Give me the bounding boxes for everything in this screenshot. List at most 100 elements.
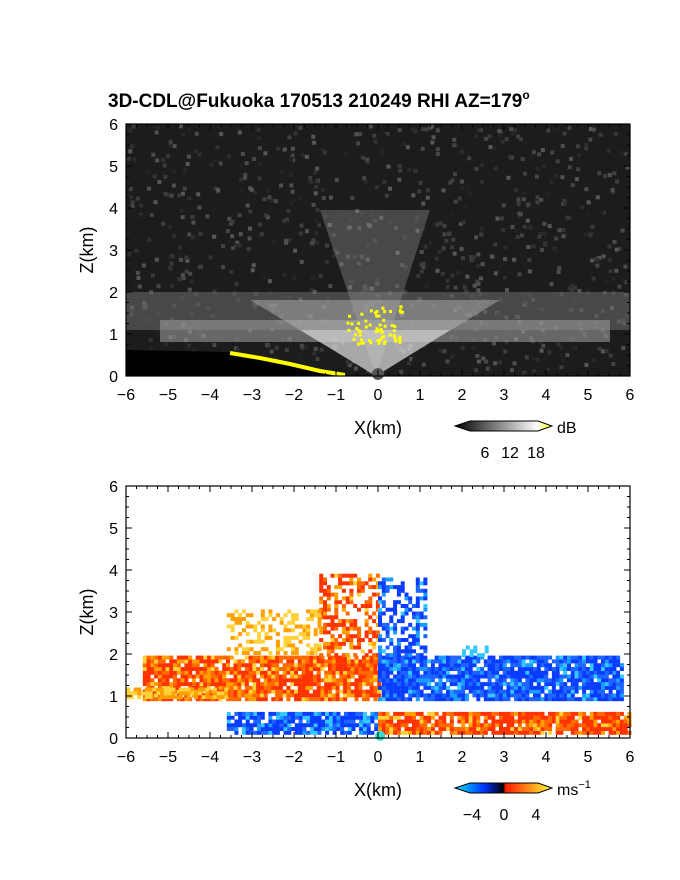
noise-pixel bbox=[467, 156, 472, 161]
velocity-cell-negative bbox=[446, 685, 450, 690]
noise-pixel bbox=[522, 370, 527, 375]
bright-return-pixel bbox=[392, 329, 396, 333]
velocity-cell-negative bbox=[574, 659, 579, 664]
velocity-cell-negative bbox=[419, 655, 424, 660]
velocity-cell-positive bbox=[210, 674, 215, 679]
velocity-cell-negative bbox=[230, 727, 235, 731]
velocity-cell-negative bbox=[608, 663, 613, 668]
velocity-cell-negative bbox=[317, 719, 322, 724]
velocity-x-tick-label: −4 bbox=[201, 749, 219, 766]
velocity-cell-negative bbox=[423, 604, 428, 608]
velocity-cell-positive bbox=[233, 674, 238, 679]
velocity-cell-positive bbox=[453, 727, 458, 731]
velocity-cell-positive bbox=[306, 635, 311, 640]
velocity-cell-negative bbox=[555, 663, 560, 668]
velocity-cell-positive bbox=[248, 663, 253, 668]
noise-pixel bbox=[349, 279, 354, 283]
velocity-cell-positive bbox=[241, 628, 246, 633]
velocity-cell-positive bbox=[275, 655, 280, 660]
velocity-cell-negative bbox=[238, 715, 243, 720]
velocity-cell-positive bbox=[176, 697, 181, 702]
velocity-cell-positive bbox=[357, 581, 361, 586]
velocity-cell-negative bbox=[585, 659, 590, 664]
noise-pixel bbox=[535, 200, 540, 205]
velocity-cell-negative bbox=[396, 663, 401, 668]
velocity-x-tick-label: −3 bbox=[243, 749, 261, 766]
noise-pixel bbox=[542, 221, 547, 226]
velocity-cell-positive bbox=[253, 624, 258, 629]
velocity-cell-negative bbox=[381, 689, 386, 694]
velocity-cell-negative bbox=[555, 659, 560, 664]
velocity-cell-negative bbox=[536, 685, 541, 690]
noise-pixel bbox=[375, 278, 379, 283]
velocity-cell-positive bbox=[499, 730, 503, 735]
velocity-cell-positive bbox=[585, 723, 590, 728]
noise-pixel bbox=[460, 256, 465, 261]
velocity-cell-negative bbox=[408, 645, 413, 650]
velocity-cell-positive bbox=[372, 634, 377, 639]
velocity-cell-negative bbox=[483, 674, 488, 679]
velocity-cell-positive bbox=[335, 663, 340, 668]
velocity-cell-positive bbox=[499, 715, 503, 720]
velocity-cell-positive bbox=[161, 674, 166, 679]
velocity-cell-positive bbox=[210, 682, 215, 687]
velocity-cell-negative bbox=[540, 659, 545, 664]
noise-pixel bbox=[212, 234, 216, 239]
velocity-cell-positive bbox=[212, 695, 217, 700]
velocity-cell-negative bbox=[400, 585, 405, 590]
velocity-cell-positive bbox=[354, 667, 359, 671]
velocity-cell-positive bbox=[353, 645, 358, 650]
velocity-cell-positive bbox=[286, 693, 291, 698]
velocity-cell-positive bbox=[267, 689, 272, 694]
backscatter-ylabel: Z(km) bbox=[77, 227, 97, 274]
velocity-cell-negative bbox=[555, 678, 560, 683]
velocity-cell-negative bbox=[555, 674, 560, 679]
noise-pixel bbox=[504, 137, 509, 142]
velocity-cell-negative bbox=[279, 715, 284, 720]
velocity-cell-positive bbox=[267, 663, 272, 668]
velocity-cell-positive bbox=[305, 678, 310, 683]
velocity-cell-positive bbox=[349, 577, 354, 582]
velocity-cell-negative bbox=[473, 645, 478, 650]
velocity-cell-positive bbox=[275, 685, 280, 690]
noise-pixel bbox=[155, 158, 160, 163]
bright-return-pixel bbox=[379, 338, 382, 342]
noise-pixel bbox=[565, 353, 570, 358]
noise-pixel bbox=[130, 200, 135, 205]
velocity-cell-negative bbox=[619, 663, 624, 668]
velocity-cell-positive bbox=[438, 719, 443, 724]
velocity-cell-positive bbox=[357, 626, 361, 631]
velocity-cell-negative bbox=[604, 678, 609, 683]
velocity-cell-positive bbox=[156, 691, 161, 696]
velocity-cell-positive bbox=[415, 719, 420, 724]
noise-pixel bbox=[177, 193, 182, 198]
noise-pixel bbox=[413, 169, 418, 173]
velocity-cell-positive bbox=[207, 674, 212, 679]
noise-pixel bbox=[339, 143, 344, 148]
velocity-cell-negative bbox=[506, 655, 511, 660]
velocity-cell-positive bbox=[176, 689, 181, 694]
velocity-cell-positive bbox=[312, 693, 317, 698]
noise-pixel bbox=[561, 358, 566, 363]
velocity-cell-positive bbox=[345, 596, 350, 601]
velocity-cell-positive bbox=[171, 695, 176, 700]
velocity-cell-positive bbox=[375, 638, 380, 642]
noise-pixel bbox=[263, 213, 268, 218]
velocity-cell-positive bbox=[335, 693, 340, 698]
velocity-cell-negative bbox=[612, 682, 617, 687]
velocity-cell-positive bbox=[241, 609, 246, 614]
noise-pixel bbox=[611, 277, 616, 281]
velocity-cell-negative bbox=[419, 622, 424, 627]
noise-pixel bbox=[360, 211, 365, 216]
noise-pixel bbox=[267, 279, 272, 284]
velocity-cell-negative bbox=[412, 604, 416, 608]
velocity-cell-positive bbox=[389, 715, 394, 720]
noise-pixel bbox=[474, 368, 479, 373]
noise-pixel bbox=[351, 360, 356, 365]
velocity-cell-negative bbox=[340, 723, 345, 728]
velocity-cell-negative bbox=[464, 682, 469, 687]
velocity-cell-positive bbox=[375, 630, 380, 635]
velocity-cell-positive bbox=[195, 685, 200, 690]
velocity-cell-positive bbox=[238, 643, 243, 648]
velocity-cell-positive bbox=[378, 719, 382, 724]
